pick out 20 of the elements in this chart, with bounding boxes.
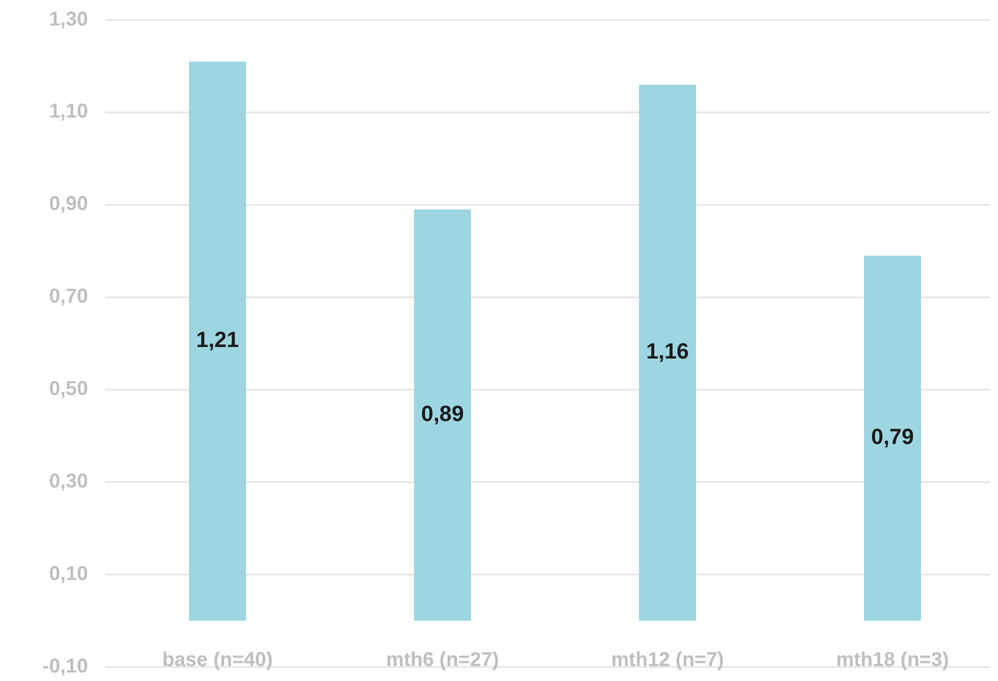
y-tick-label: 0,10 [49,562,88,585]
y-tick-label: 0,50 [49,378,88,400]
data-label: 0,89 [421,400,464,426]
data-label: 1,21 [196,327,239,352]
x-tick-label: mth12 (n=7) [611,649,724,672]
data-label: 0,79 [871,424,914,450]
data-label: 1,16 [646,338,689,364]
bar [864,256,921,621]
bar [639,84,696,621]
x-tick-label: mth18 (n=3) [836,649,949,672]
y-tick-label: -0,10 [42,655,88,678]
y-tick-label: 1,10 [49,100,88,123]
bar [189,62,246,621]
y-tick-label: 0,30 [49,470,88,492]
x-tick-label: mth6 (n=27) [386,649,499,672]
bar [414,209,471,621]
y-tick-label: 0,90 [49,193,88,216]
y-tick-label: 1,30 [49,8,88,30]
x-tick-label: base (n=40) [162,649,273,672]
y-tick-label: 0,70 [49,286,88,308]
